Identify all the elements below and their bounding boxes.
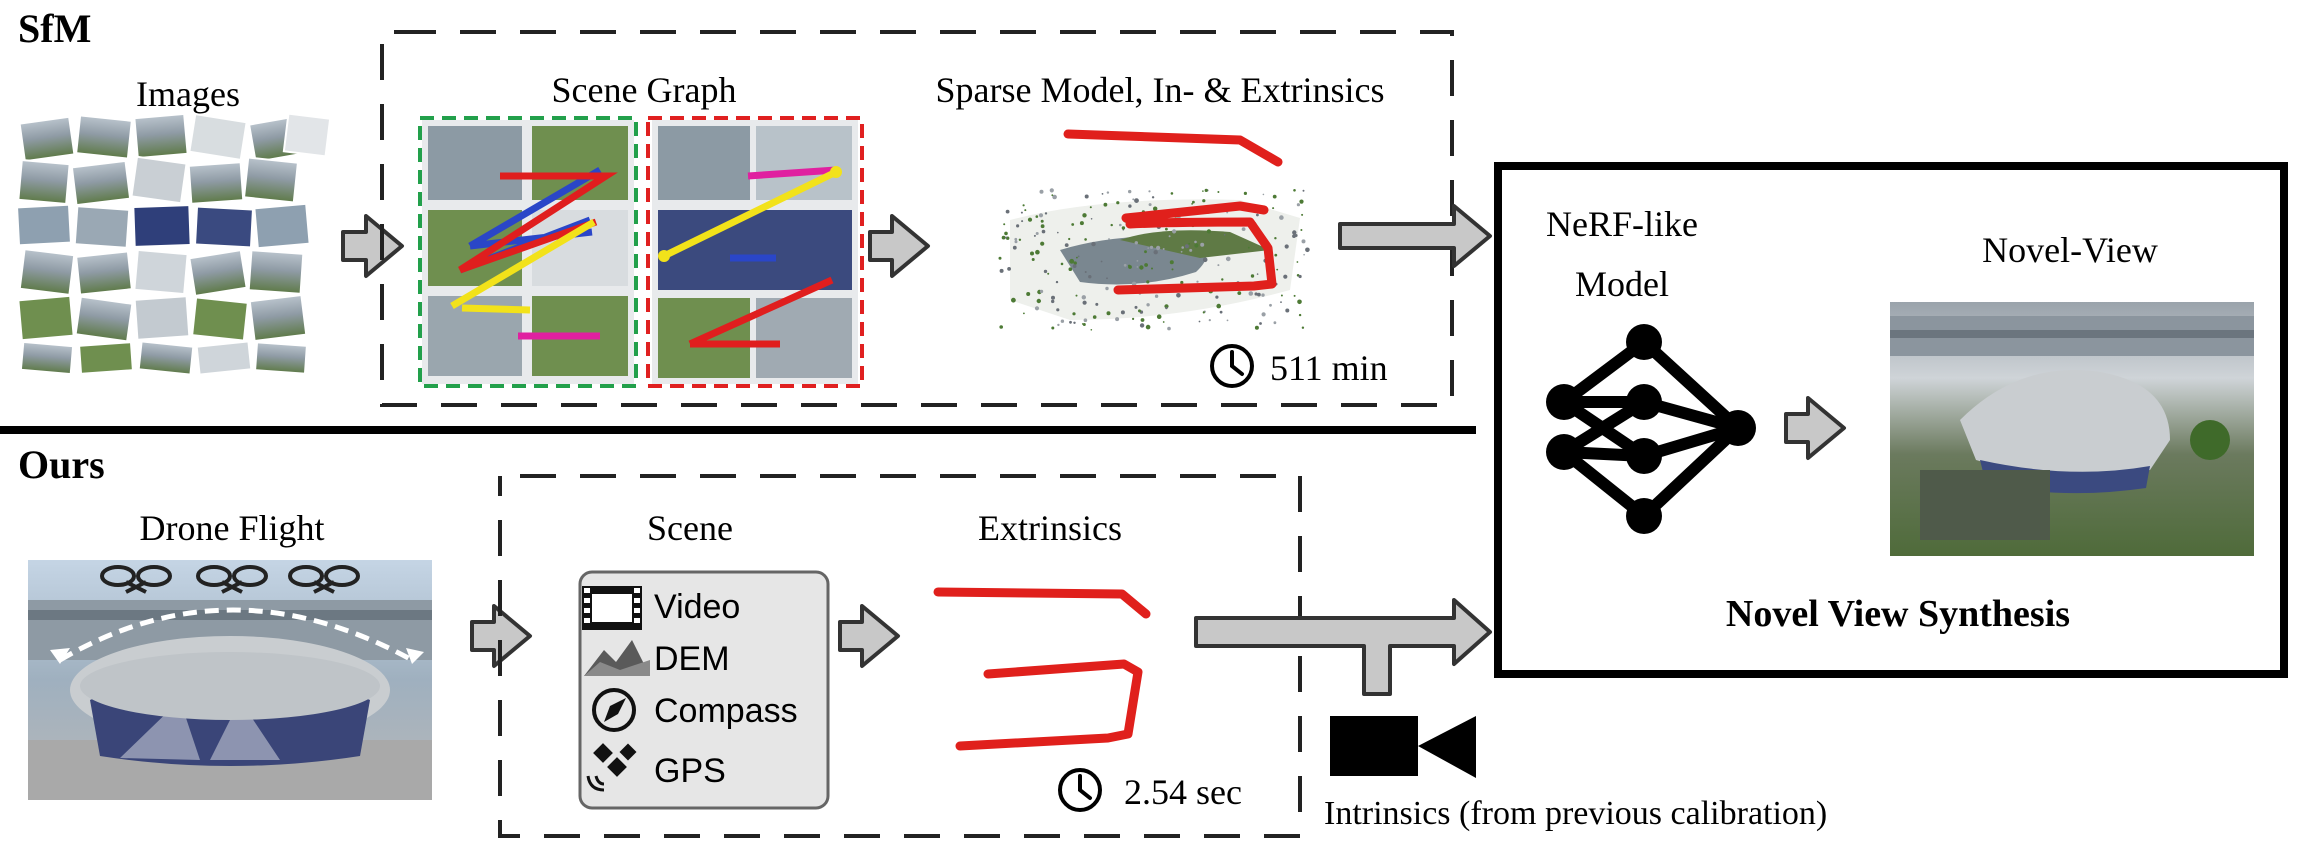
- arrow-sparse-to-nvs: [1338, 204, 1492, 268]
- nvs-title: Novel View Synthesis: [1726, 593, 2070, 635]
- nerf-label-line1: NeRF-like: [1546, 204, 1698, 244]
- satellite-icon: [586, 743, 637, 792]
- ours-trajectory: [933, 587, 1151, 751]
- scene-item-dem: DEM: [654, 640, 730, 678]
- images-label: Images: [136, 74, 240, 114]
- nerf-label-line2: Model: [1575, 264, 1669, 304]
- sfm-trajectory: [1063, 129, 1283, 295]
- ours-time: 2.54 sec: [1124, 772, 1242, 812]
- arrow-graph-to-sparse: [868, 214, 930, 278]
- video-camera-icon: [1330, 716, 1476, 778]
- drone-flight-image: [28, 560, 432, 800]
- scene-label: Scene: [647, 508, 733, 548]
- drone-icon: [100, 565, 360, 594]
- clock-icon: [1210, 344, 1254, 388]
- scene-item-gps: GPS: [654, 752, 726, 790]
- sparse-model-label: Sparse Model, In- & Extrinsics: [936, 70, 1385, 110]
- film-strip-icon: [582, 586, 642, 630]
- arrow-images-to-graph: [341, 214, 404, 278]
- scene-item-compass: Compass: [654, 692, 798, 730]
- novel-view-image: [1890, 302, 2254, 556]
- mountain-icon: [584, 640, 650, 676]
- scene-inputs-box: [578, 570, 830, 810]
- sfm-row-title: SfM: [18, 6, 91, 51]
- arrow-nerf-to-novel-view: [1784, 396, 1846, 460]
- arrow-drone-to-scene: [470, 604, 532, 668]
- novel-view-label: Novel-View: [1982, 230, 2158, 270]
- extrinsics-label: Extrinsics: [978, 508, 1122, 548]
- ours-row-title: Ours: [18, 442, 105, 487]
- arrow-extrinsics-to-nvs: [1194, 598, 1492, 696]
- scene-item-video: Video: [654, 588, 740, 626]
- neural-network-icon: [1546, 324, 1756, 534]
- scene-graph-label: Scene Graph: [552, 70, 737, 110]
- arrow-scene-to-extrinsics: [838, 604, 900, 668]
- ours-dashed-box: [498, 474, 1302, 838]
- clock-icon: [1058, 768, 1102, 812]
- sfm-time: 511 min: [1270, 348, 1388, 388]
- compass-icon: [592, 688, 636, 732]
- scene-graph: [418, 116, 864, 388]
- image-collage: [15, 112, 332, 376]
- intrinsics-label: Intrinsics (from previous calibration): [1324, 795, 1827, 832]
- drone-flight-label: Drone Flight: [140, 508, 325, 548]
